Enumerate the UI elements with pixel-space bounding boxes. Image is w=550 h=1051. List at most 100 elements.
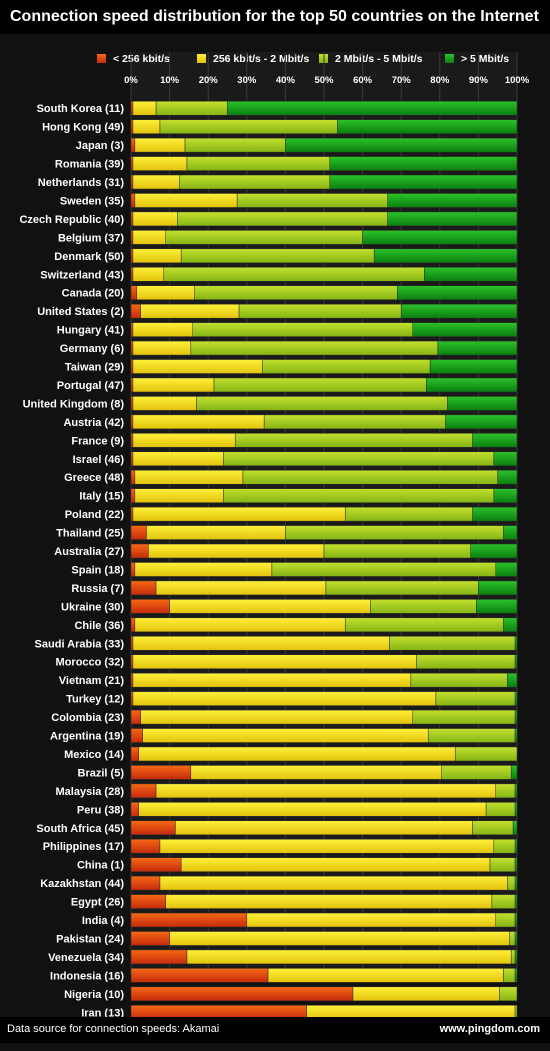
bar-segment <box>495 562 518 577</box>
bar-segment <box>130 100 134 116</box>
category-label: Romania (39) <box>55 159 124 171</box>
bar-segment <box>445 414 518 430</box>
bar-segment <box>130 654 134 669</box>
category-label: Philippines (17) <box>43 841 125 853</box>
x-tick-label: 30% <box>237 75 257 86</box>
bar-segment <box>130 672 134 688</box>
x-tick-label: 0% <box>124 75 138 86</box>
bar-segment <box>132 506 346 522</box>
bar-segment <box>370 599 477 614</box>
bar-segment <box>344 617 504 633</box>
bar-segment <box>435 691 516 706</box>
bar-segment <box>447 396 518 411</box>
legend-label: > 5 Mbit/s <box>461 53 509 65</box>
category-label: Netherlands (31) <box>38 177 125 189</box>
bar-segment <box>130 137 136 153</box>
category-label: Australia (27) <box>54 546 124 558</box>
bar-segment <box>387 211 518 227</box>
bar-segment <box>130 968 269 983</box>
bar-segment <box>478 580 518 596</box>
bar-segment <box>130 857 182 872</box>
bar-segment <box>165 894 493 909</box>
x-tick-label: 80% <box>430 75 450 86</box>
bar-segment <box>130 488 136 503</box>
category-label: Pakistan (24) <box>56 933 124 945</box>
bar-segment <box>130 838 161 854</box>
bar-segment <box>493 488 518 503</box>
bar-segment <box>509 931 516 946</box>
bar-segment <box>412 322 518 337</box>
category-label: Nigeria (10) <box>64 989 124 1001</box>
category-label: Greece (48) <box>64 472 124 484</box>
category-label: South Africa (45) <box>36 823 124 835</box>
bar-segment <box>130 303 141 319</box>
bar-segment <box>323 543 471 559</box>
bar-segment <box>190 340 439 356</box>
bar-segment <box>132 654 417 669</box>
bar-segment <box>236 193 388 208</box>
category-label: Sweden (35) <box>60 195 125 207</box>
bar-segment <box>130 285 138 300</box>
legend-swatch <box>197 54 206 63</box>
bar-segment <box>130 783 157 799</box>
bar-segment <box>132 433 236 448</box>
bar-segment <box>132 636 390 651</box>
bar-segment <box>132 414 265 430</box>
bar-segment <box>130 562 136 577</box>
x-tick-label: 60% <box>353 75 373 86</box>
bar-segment <box>155 783 497 799</box>
bar-segment <box>132 396 197 411</box>
bar-segment <box>514 968 518 983</box>
bar-segment <box>132 377 215 393</box>
data-source-note: Data source for connection speeds: Akama… <box>7 1023 220 1035</box>
bar-segment <box>227 100 518 116</box>
bar-segment <box>192 322 414 337</box>
bar-segment <box>512 820 518 836</box>
category-label: Iran (13) <box>81 1007 124 1019</box>
bar-segment <box>132 156 188 171</box>
bar-segment <box>155 580 327 596</box>
bar-segment <box>169 599 371 614</box>
category-label: Portugal (47) <box>57 380 125 392</box>
category-label: Morocco (32) <box>56 657 125 669</box>
site-url: www.pingdom.com <box>439 1023 540 1035</box>
bar-segment <box>470 543 518 559</box>
category-label: Ukraine (30) <box>61 601 124 613</box>
bar-segment <box>186 949 512 965</box>
bar-segment <box>389 636 516 651</box>
bar-segment <box>514 894 518 909</box>
bar-segment <box>134 469 244 485</box>
bar-segment <box>373 248 518 264</box>
bar-segment <box>132 691 437 706</box>
bar-segment <box>514 636 518 651</box>
category-label: France (9) <box>71 435 124 447</box>
bar-segment <box>426 377 518 393</box>
bar-segment <box>213 377 427 393</box>
bar-segment <box>130 174 134 190</box>
bar-segment <box>130 248 134 264</box>
bar-segment <box>130 193 136 208</box>
bar-segment <box>180 248 375 264</box>
bar-segment <box>223 488 495 503</box>
bar-segment <box>140 709 414 725</box>
bar-segment <box>132 451 224 467</box>
category-label: Vietnam (21) <box>59 675 125 687</box>
bar-segment <box>130 119 134 134</box>
bar-segment <box>514 912 518 928</box>
bar-segment <box>503 968 516 983</box>
category-label: Spain (18) <box>71 564 124 576</box>
bar-segment <box>130 543 149 559</box>
bar-segment <box>387 193 518 208</box>
bar-segment <box>427 728 516 743</box>
bar-segment <box>177 211 388 227</box>
bar-segment <box>132 267 165 282</box>
bar-segment <box>130 414 134 430</box>
bar-segment <box>130 986 354 1002</box>
bar-segment <box>130 359 134 374</box>
bar-segment <box>362 230 518 245</box>
bar-segment <box>337 119 518 134</box>
bar-segment <box>412 709 516 725</box>
bar-segment <box>510 765 518 780</box>
bar-segment <box>472 433 518 448</box>
category-label: United States (2) <box>37 306 124 318</box>
